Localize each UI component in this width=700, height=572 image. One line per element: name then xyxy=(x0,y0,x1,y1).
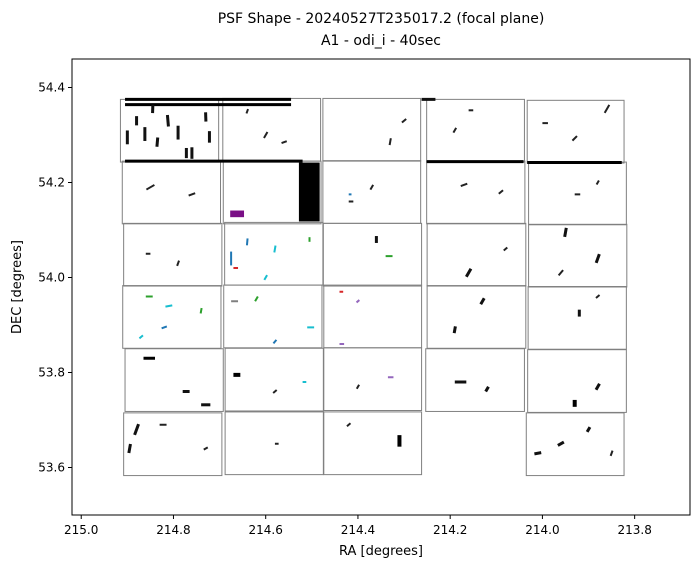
psf-stick-48 xyxy=(565,228,567,237)
x-axis-label: RA [degrees] xyxy=(339,544,423,559)
y-tick-label-2: 54.0 xyxy=(38,271,65,285)
x-tick-label-6: 213.8 xyxy=(617,523,651,537)
x-tick-label-0: 215.0 xyxy=(64,523,98,537)
x-tick-label-1: 214.8 xyxy=(156,523,190,537)
psf-stick-80 xyxy=(129,444,131,453)
y-tick-label-0: 53.6 xyxy=(38,461,65,475)
x-tick-label-2: 214.6 xyxy=(249,523,283,537)
psf-dense-region-1 xyxy=(230,211,244,218)
psf-stick-86 xyxy=(534,453,541,454)
psf-stick-4 xyxy=(157,138,158,147)
psf-stick-5 xyxy=(167,115,168,126)
psf-stick-16 xyxy=(390,138,391,145)
x-tick-label-4: 214.2 xyxy=(433,523,467,537)
psf-stick-38 xyxy=(247,238,248,245)
psf-stick-52 xyxy=(165,305,172,306)
x-tick-label-5: 214.0 xyxy=(525,523,559,537)
y-tick-label-1: 53.8 xyxy=(38,366,65,380)
psf-dense-region-0 xyxy=(299,163,320,222)
psf-stick-53 xyxy=(201,308,202,313)
psf-stick-64 xyxy=(454,326,455,333)
y-axis-label: DEC [degrees] xyxy=(10,240,25,334)
x-tick-label-3: 214.4 xyxy=(341,523,375,537)
chart-subtitle: A1 - odi_i - 40sec xyxy=(321,33,441,49)
psf-stick-40 xyxy=(274,246,275,253)
y-tick-label-4: 54.4 xyxy=(38,81,65,95)
chart-title: PSF Shape - 20240527T235017.2 (focal pla… xyxy=(218,11,545,27)
y-tick-label-3: 54.2 xyxy=(38,176,65,190)
